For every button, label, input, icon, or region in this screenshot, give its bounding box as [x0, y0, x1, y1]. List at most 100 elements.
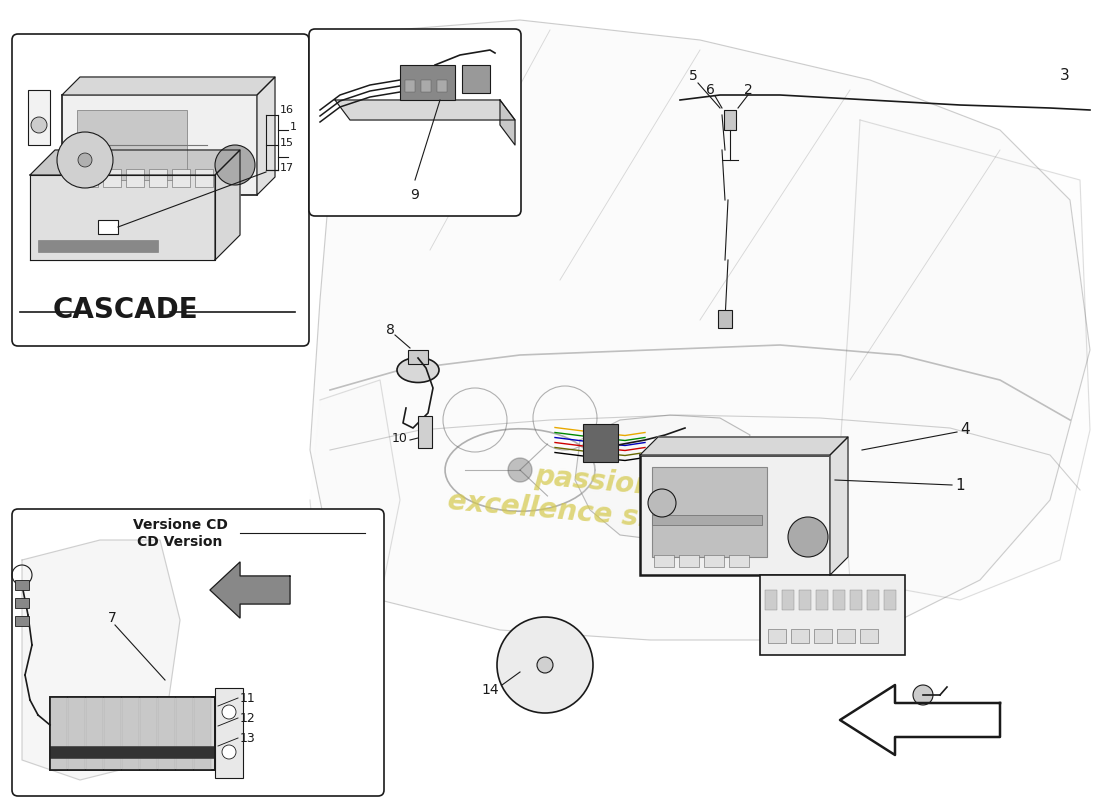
Text: 13: 13 [240, 731, 255, 745]
Text: 17: 17 [280, 163, 294, 173]
Text: 2: 2 [744, 83, 752, 97]
Bar [718, 310, 732, 328]
Bar [814, 629, 832, 643]
Bar [850, 590, 862, 610]
Text: 8: 8 [386, 323, 395, 337]
Bar [98, 220, 118, 234]
Text: 11: 11 [240, 691, 255, 705]
Bar [140, 697, 157, 770]
Bar [652, 515, 762, 525]
Bar [15, 598, 29, 608]
Polygon shape [840, 685, 1000, 755]
Bar [729, 555, 749, 567]
Bar [437, 80, 447, 92]
Polygon shape [214, 150, 240, 260]
Bar [405, 80, 415, 92]
Polygon shape [210, 562, 290, 618]
Bar [679, 555, 699, 567]
Bar [195, 169, 213, 187]
Bar [782, 590, 794, 610]
FancyBboxPatch shape [309, 29, 521, 216]
Text: Versione CD: Versione CD [133, 518, 228, 532]
Text: 9: 9 [410, 188, 419, 202]
Bar [833, 590, 845, 610]
Bar [194, 697, 211, 770]
Bar [724, 110, 736, 130]
Text: 1: 1 [955, 478, 965, 493]
Bar [50, 697, 215, 770]
Bar [50, 697, 67, 770]
Text: 10: 10 [392, 431, 408, 445]
Bar [884, 590, 896, 610]
Polygon shape [22, 540, 180, 780]
Polygon shape [310, 20, 1090, 640]
Bar [176, 697, 192, 770]
Text: 1: 1 [290, 122, 297, 132]
Ellipse shape [397, 358, 439, 382]
Bar [86, 697, 103, 770]
Bar [126, 169, 144, 187]
Text: 16: 16 [280, 105, 294, 115]
Bar [62, 95, 257, 195]
Bar [148, 169, 167, 187]
Bar [418, 416, 432, 448]
Bar [50, 746, 215, 758]
Bar [652, 467, 767, 557]
Text: 15: 15 [280, 138, 294, 148]
Polygon shape [830, 437, 848, 575]
Polygon shape [640, 437, 848, 455]
Circle shape [648, 489, 676, 517]
Bar [50, 697, 215, 770]
Circle shape [537, 657, 553, 673]
FancyBboxPatch shape [12, 34, 309, 346]
Bar [462, 65, 490, 93]
Circle shape [214, 145, 255, 185]
Bar [39, 240, 158, 252]
Bar [860, 629, 878, 643]
Polygon shape [257, 77, 275, 195]
Bar [158, 697, 175, 770]
Bar [68, 697, 85, 770]
Circle shape [31, 117, 47, 133]
Bar [77, 110, 187, 180]
Polygon shape [30, 150, 240, 175]
Bar [172, 169, 190, 187]
Polygon shape [336, 100, 515, 120]
Circle shape [788, 517, 828, 557]
Text: 3: 3 [1060, 67, 1070, 82]
Bar [583, 424, 618, 462]
Circle shape [508, 458, 532, 482]
Text: 14: 14 [481, 683, 498, 697]
Text: 4: 4 [960, 422, 970, 438]
Bar [704, 555, 724, 567]
Bar [654, 555, 674, 567]
FancyBboxPatch shape [12, 509, 384, 796]
Bar [791, 629, 808, 643]
Bar [408, 350, 428, 364]
Circle shape [222, 745, 236, 759]
Circle shape [497, 617, 593, 713]
Text: CD Version: CD Version [138, 535, 222, 549]
Text: 5: 5 [689, 69, 697, 83]
Polygon shape [310, 380, 400, 610]
Polygon shape [840, 120, 1090, 600]
Bar [816, 590, 828, 610]
Circle shape [222, 705, 236, 719]
Bar [760, 575, 905, 655]
Text: 6: 6 [705, 83, 714, 97]
Bar [837, 629, 855, 643]
Bar [400, 65, 455, 100]
Bar [15, 580, 29, 590]
Circle shape [57, 132, 113, 188]
Bar [799, 590, 811, 610]
Text: 12: 12 [240, 711, 255, 725]
Circle shape [78, 153, 92, 167]
Bar [104, 697, 121, 770]
Bar [768, 629, 786, 643]
Bar [214, 688, 243, 778]
Bar [103, 169, 121, 187]
Bar [867, 590, 879, 610]
Bar [28, 90, 50, 145]
Polygon shape [575, 415, 750, 540]
Bar [122, 697, 139, 770]
